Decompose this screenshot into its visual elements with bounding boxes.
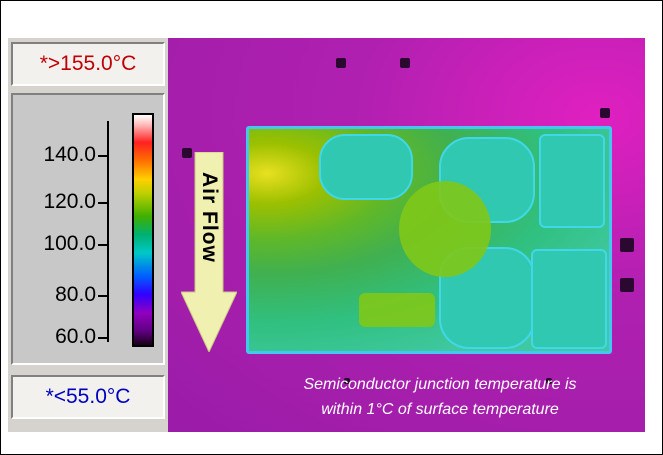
tick-label-140: 140.0	[43, 143, 96, 166]
thermal-image	[168, 38, 645, 432]
background-spot	[182, 148, 192, 158]
component-hotspot	[359, 293, 435, 327]
tick-label-60: 60.0	[55, 325, 96, 348]
tick-mark-100	[98, 244, 108, 246]
copper-pad	[539, 134, 605, 228]
figure-caption: Semiconductor junction temperature is wi…	[250, 372, 630, 422]
tick-mark-140	[98, 155, 108, 157]
color-scale-bar	[132, 113, 154, 347]
background-spot	[620, 278, 634, 292]
background-spot	[400, 58, 410, 68]
caption-line-2: within 1°C of surface temperature	[321, 401, 559, 418]
background-spot	[336, 58, 346, 68]
semiconductor-hotspot	[399, 181, 491, 277]
tick-label-100: 100.0	[43, 232, 96, 255]
copper-pad	[319, 134, 413, 200]
scale-axis-line	[107, 121, 109, 342]
background-spot	[344, 378, 350, 384]
background-spot	[600, 108, 610, 118]
min-temperature-readout: *<55.0°C	[11, 375, 165, 419]
tick-mark-80	[98, 295, 108, 297]
max-temperature-readout: *>155.0°C	[11, 42, 165, 86]
tick-mark-120	[98, 202, 108, 204]
circuit-board	[246, 126, 612, 354]
air-flow-arrow-icon	[181, 152, 237, 352]
tick-mark-60	[98, 337, 108, 339]
tick-label-80: 80.0	[55, 283, 96, 306]
caption-line-1: Semiconductor junction temperature is	[303, 376, 577, 393]
tick-label-120: 120.0	[43, 190, 96, 213]
background-spot	[546, 378, 552, 384]
air-flow-label: Air Flow	[198, 172, 221, 263]
background-spot	[620, 238, 634, 252]
copper-pad	[531, 249, 607, 349]
